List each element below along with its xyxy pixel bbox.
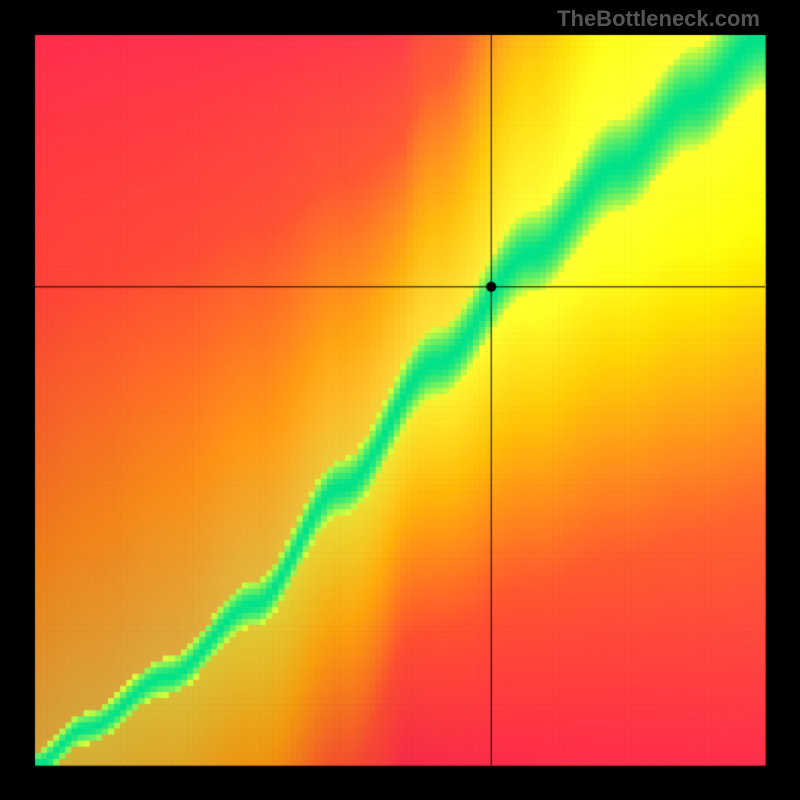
heatmap-canvas bbox=[0, 0, 800, 800]
watermark: TheBottleneck.com bbox=[557, 6, 760, 32]
chart-container: { "watermark": { "text": "TheBottleneck.… bbox=[0, 0, 800, 800]
